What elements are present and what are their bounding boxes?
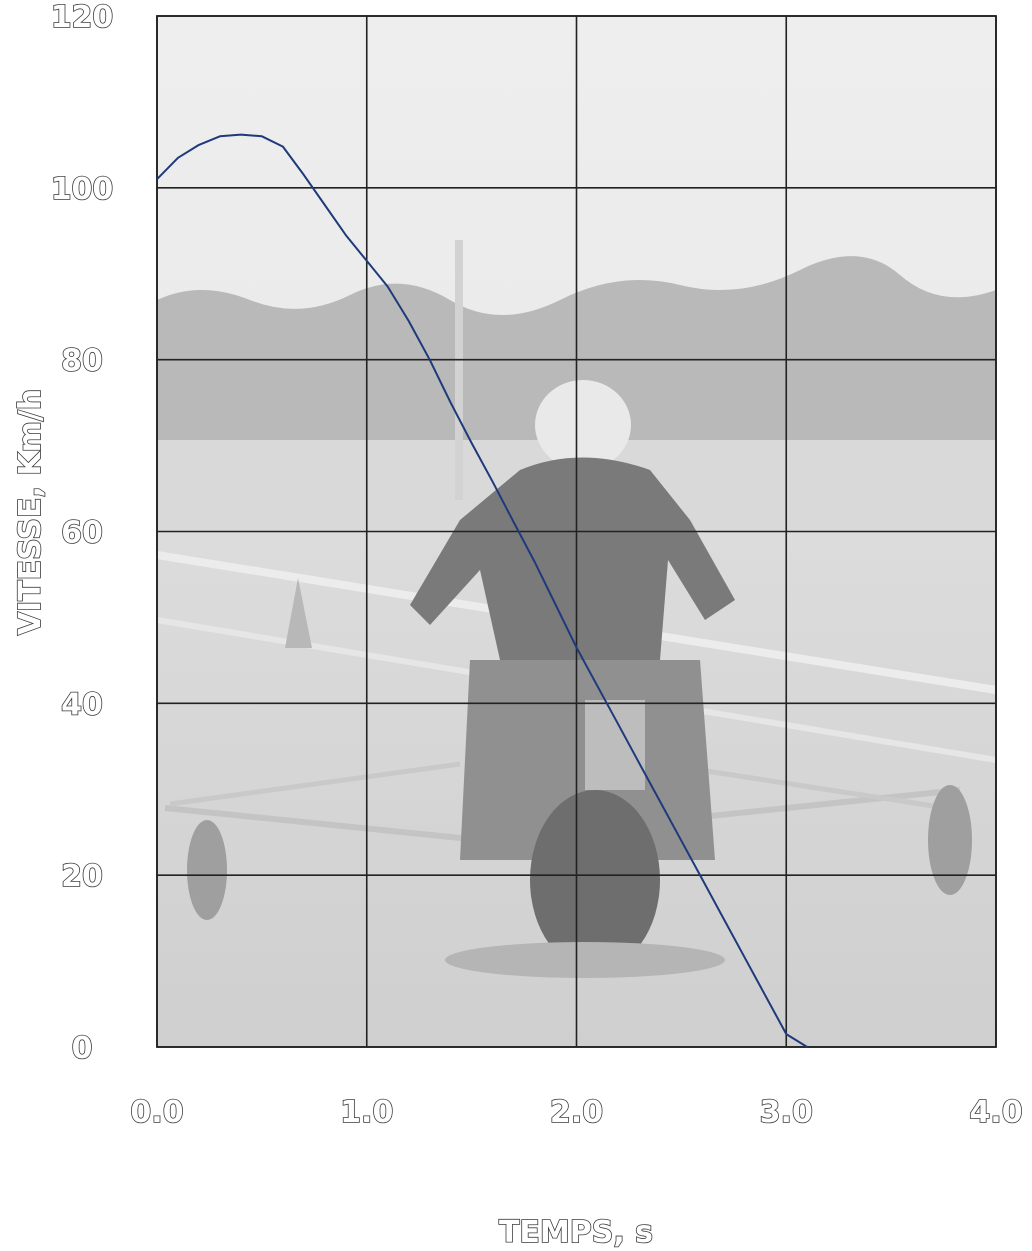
- y-axis-title: VITESSE, Km/h: [13, 389, 48, 635]
- gridlines: [156, 15, 997, 1048]
- x-tick-label: 3.0: [760, 1095, 813, 1130]
- x-tick-label: 2.0: [550, 1095, 603, 1130]
- series-layer: [156, 133, 808, 1048]
- y-tick-label: 120: [51, 0, 114, 35]
- x-tick-label: 1.0: [340, 1095, 393, 1130]
- y-tick-label: 40: [61, 687, 103, 722]
- tick-labels: 0.0 1.0 2.0 3.0 4.0 0 20 40 60 80 100 120: [50, 0, 1023, 1131]
- x-tick-label: 0.0: [130, 1095, 183, 1130]
- y-tick-label: 20: [61, 859, 103, 894]
- y-tick-label: 100: [51, 172, 114, 207]
- y-tick-label: 0: [72, 1031, 93, 1066]
- y-tick-label: 80: [61, 344, 103, 379]
- x-axis-title: TEMPS, s: [499, 1215, 653, 1250]
- x-tick-label: 4.0: [969, 1095, 1022, 1130]
- plot-frame: [156, 15, 997, 1048]
- speed-line: [156, 133, 808, 1048]
- y-tick-label: 60: [61, 516, 103, 551]
